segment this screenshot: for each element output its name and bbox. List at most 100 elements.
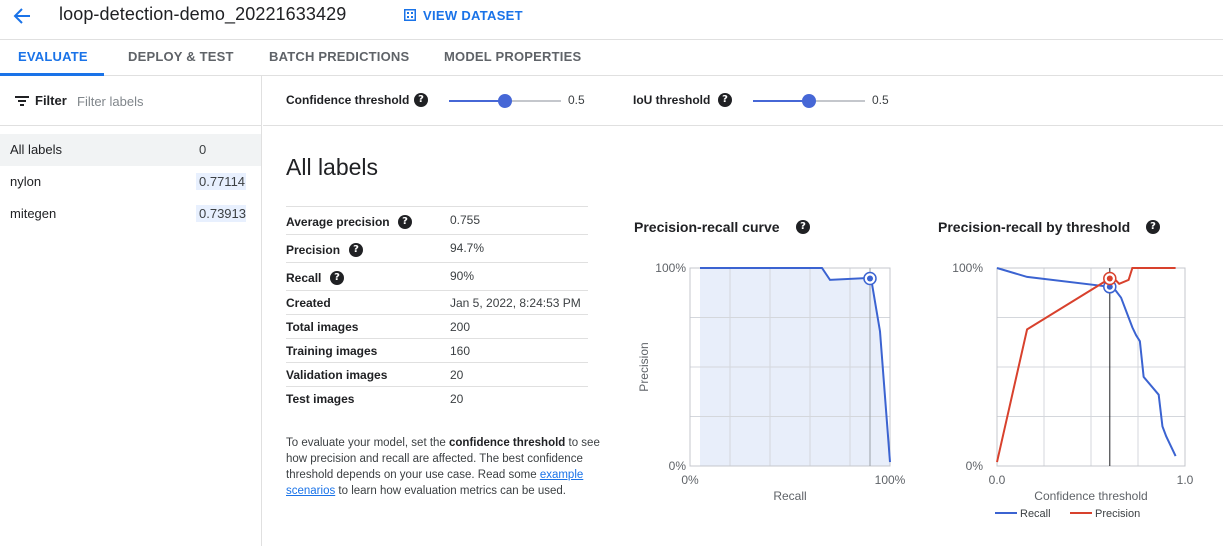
- active-tab-indicator: [0, 73, 104, 76]
- plot-frame: [996, 267, 1186, 467]
- tab-model-properties[interactable]: MODEL PROPERTIES: [444, 49, 582, 64]
- metric-value: 90%: [450, 269, 475, 283]
- tab-deploy-test[interactable]: DEPLOY & TEST: [128, 49, 234, 64]
- metric-row-average-precision: Average precision ? 0.755: [286, 207, 588, 235]
- help-circle-icon[interactable]: ?: [349, 243, 363, 257]
- metric-name: Average precision: [286, 215, 390, 229]
- y-tick-label: 0%: [669, 459, 687, 473]
- help-circle-icon[interactable]: ?: [398, 215, 412, 229]
- label-name: All labels: [10, 142, 63, 157]
- label-name: nylon: [10, 174, 42, 189]
- metric-row-recall: Recall ? 90%: [286, 263, 588, 291]
- y-tick-label: 100%: [952, 261, 983, 275]
- metric-name: Test images: [286, 392, 355, 406]
- metric-name: Total images: [286, 320, 359, 334]
- metric-row-total-images: Total images 200: [286, 315, 588, 339]
- label-item-nylon[interactable]: nylon 0.77114: [0, 166, 261, 198]
- tab-bar: EVALUATE DEPLOY & TEST BATCH PREDICTIONS…: [0, 40, 1223, 76]
- confidence-threshold-label: Confidence threshold: [286, 93, 410, 107]
- pr-curve-chart: 100% 0%0% 100% Recall Precision: [637, 261, 906, 503]
- metric-value: 200: [450, 320, 471, 334]
- tab-batch-predictions[interactable]: BATCH PREDICTIONS: [269, 49, 410, 64]
- page-title: All labels: [286, 154, 379, 180]
- desc-bold: confidence threshold: [449, 437, 566, 449]
- filter-bar: Filter: [0, 76, 262, 126]
- top-bar: loop-detection-demo_20221633429 VIEW DAT…: [0, 0, 1223, 40]
- metric-value: 94.7%: [450, 241, 485, 255]
- iou-threshold-value: 0.5: [872, 93, 889, 107]
- slider-thumb[interactable]: [498, 94, 512, 108]
- metric-value: 160: [450, 344, 471, 358]
- view-dataset-label: VIEW DATASET: [423, 7, 523, 23]
- metric-name: Recall: [286, 271, 322, 285]
- x-axis-label: Recall: [773, 489, 806, 503]
- metric-row-test-images: Test images 20: [286, 387, 588, 411]
- metric-name: Precision: [286, 243, 341, 257]
- labels-panel: Filter All labels 0 nylon 0.77114 mitege…: [0, 76, 262, 546]
- legend-recall-label: Recall: [1020, 508, 1051, 520]
- filter-labels-input[interactable]: [77, 92, 247, 110]
- iou-threshold-slider[interactable]: [753, 94, 865, 108]
- x-tick-label: 1.0: [1177, 473, 1194, 487]
- metric-name: Training images: [286, 344, 378, 358]
- precision-series-line: [996, 267, 1176, 463]
- evaluation-description: To evaluate your model, set the confiden…: [286, 435, 608, 499]
- label-value: 0: [199, 142, 207, 157]
- metric-name: Created: [286, 296, 331, 310]
- metric-value: 20: [450, 368, 464, 382]
- label-name: mitegen: [10, 206, 57, 221]
- recall-series-line: [996, 267, 1177, 457]
- precision-marker-dot: [1106, 275, 1113, 282]
- metrics-table: Average precision ? 0.755 Precision ? 94…: [286, 206, 588, 411]
- x-tick-label: 100%: [875, 473, 906, 487]
- pr-marker-dot: [867, 275, 873, 282]
- slider-thumb[interactable]: [802, 94, 816, 108]
- legend-precision-label: Precision: [1095, 508, 1140, 520]
- pr-curve-title: Precision-recall curve: [634, 219, 780, 235]
- slider-fill: [449, 100, 505, 102]
- tab-evaluate[interactable]: EVALUATE: [18, 49, 88, 64]
- metric-row-validation-images: Validation images 20: [286, 363, 588, 387]
- iou-threshold-label: IoU threshold: [633, 93, 711, 107]
- confidence-threshold-slider[interactable]: [449, 94, 561, 108]
- help-circle-icon[interactable]: ?: [1146, 220, 1160, 234]
- desc-text: To evaluate your model, set the: [286, 437, 450, 449]
- x-tick-label: 0%: [681, 473, 699, 487]
- filter-list-icon[interactable]: [15, 95, 29, 107]
- metric-name: Validation images: [286, 368, 388, 382]
- desc-text: to see how precision and recall are affe…: [286, 437, 600, 481]
- pr-threshold-chart: 100% 0% 0.0 1.0 Confidence threshold Recall Pr…: [952, 261, 1194, 520]
- y-axis-label: Precision: [637, 342, 651, 391]
- metric-value: Jan 5, 2022, 8:24:53 PM: [450, 296, 581, 310]
- y-tick-label: 0%: [966, 459, 984, 473]
- label-value: 0.73913: [196, 205, 246, 222]
- pr-threshold-title: Precision-recall by threshold: [938, 219, 1131, 235]
- metric-row-precision: Precision ? 94.7%: [286, 235, 588, 263]
- filter-label: Filter: [35, 93, 67, 108]
- metric-value: 20: [450, 392, 464, 406]
- metric-value: 0.755: [450, 213, 481, 227]
- label-value: 0.77114: [196, 173, 246, 190]
- confidence-threshold-value: 0.5: [568, 93, 585, 107]
- view-dataset-button[interactable]: VIEW DATASET: [404, 6, 523, 24]
- x-axis-label: Confidence threshold: [1034, 489, 1147, 503]
- label-item-mitegen[interactable]: mitegen 0.73913: [0, 198, 261, 230]
- slider-fill: [753, 100, 809, 102]
- example-scenarios-link[interactable]: example scenarios: [286, 469, 584, 497]
- table-grid-icon: [404, 9, 416, 21]
- x-tick-label: 0.0: [989, 473, 1006, 487]
- threshold-controls: Confidence threshold ? 0.5 IoU threshold…: [263, 76, 1223, 126]
- recall-marker-dot: [1106, 283, 1113, 290]
- help-circle-icon[interactable]: ?: [718, 93, 732, 107]
- arrow-left-icon: [13, 8, 30, 24]
- metric-row-training-images: Training images 160: [286, 339, 588, 363]
- help-circle-icon[interactable]: ?: [330, 271, 344, 285]
- metric-row-created: Created Jan 5, 2022, 8:24:53 PM: [286, 291, 588, 315]
- desc-text: to learn how evaluation metrics can be u…: [335, 485, 566, 497]
- help-circle-icon[interactable]: ?: [414, 93, 428, 107]
- label-item-all-labels[interactable]: All labels 0: [0, 134, 261, 166]
- y-tick-label: 100%: [655, 261, 686, 275]
- back-button[interactable]: [8, 4, 36, 28]
- model-title: loop-detection-demo_20221633429: [59, 4, 347, 24]
- help-circle-icon[interactable]: ?: [796, 220, 810, 234]
